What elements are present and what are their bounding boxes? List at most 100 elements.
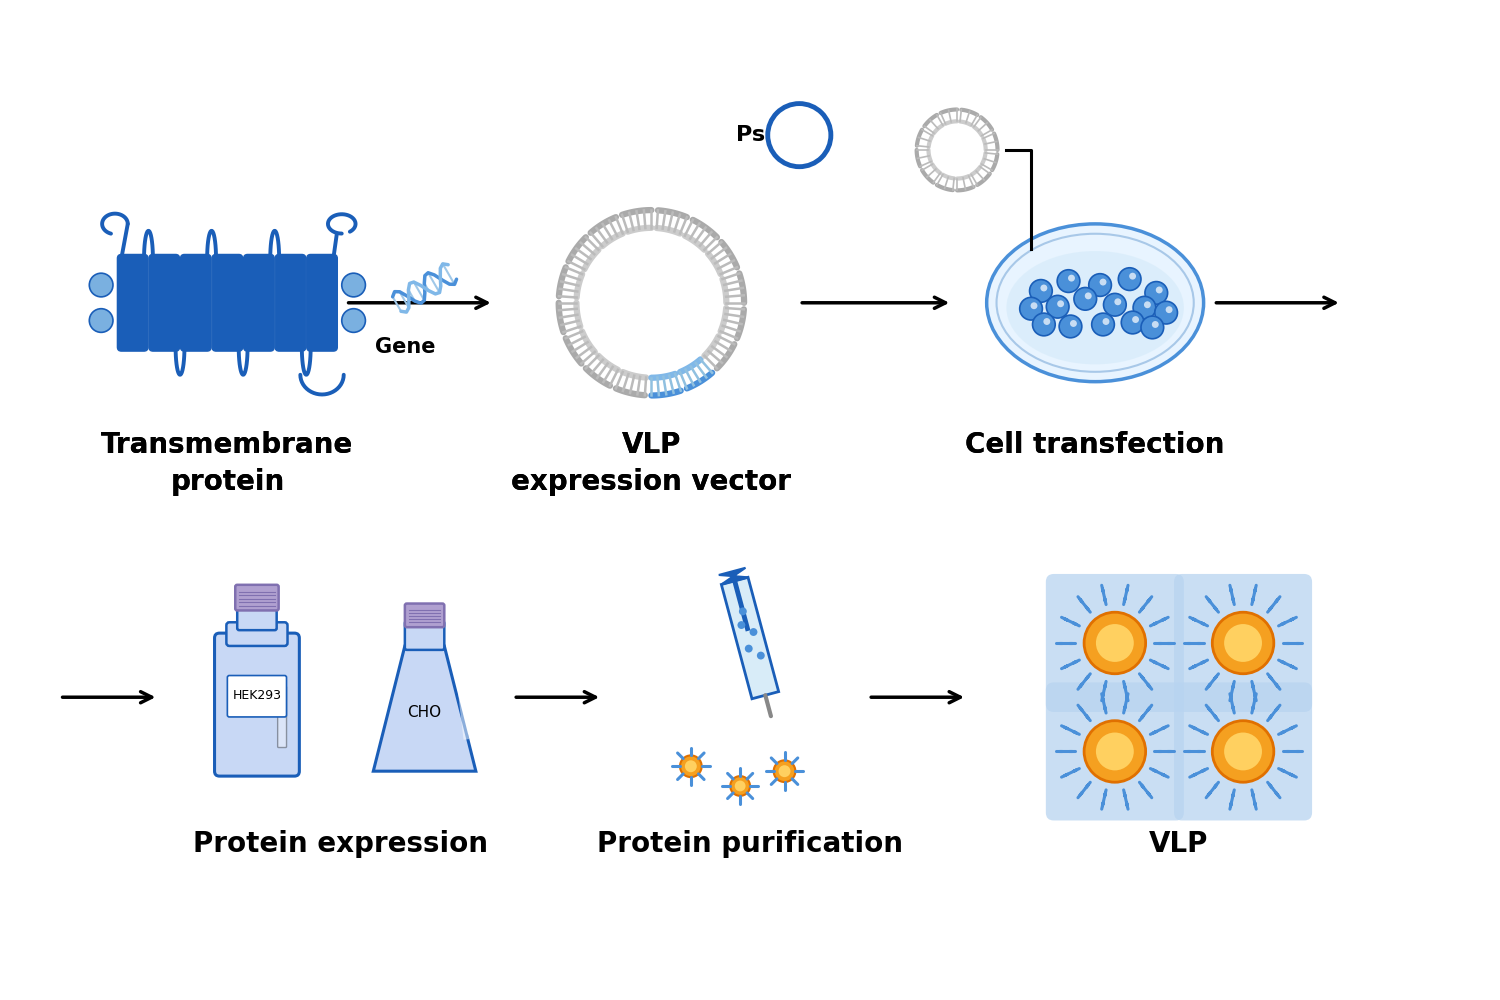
Circle shape — [216, 273, 238, 297]
Circle shape — [738, 621, 746, 629]
Polygon shape — [722, 577, 778, 699]
FancyBboxPatch shape — [214, 633, 300, 776]
Circle shape — [740, 607, 747, 615]
Circle shape — [1096, 733, 1134, 770]
Circle shape — [1114, 298, 1122, 305]
FancyBboxPatch shape — [405, 604, 444, 627]
Circle shape — [750, 628, 758, 636]
Circle shape — [778, 765, 790, 777]
Circle shape — [1156, 287, 1162, 293]
Circle shape — [122, 309, 144, 332]
Circle shape — [279, 273, 303, 297]
FancyBboxPatch shape — [236, 585, 279, 610]
Circle shape — [735, 781, 746, 791]
Circle shape — [1020, 297, 1042, 320]
FancyBboxPatch shape — [228, 676, 286, 717]
Circle shape — [1029, 280, 1051, 302]
Circle shape — [216, 309, 238, 332]
Circle shape — [1044, 318, 1050, 325]
Circle shape — [1059, 315, 1082, 338]
Text: VLP
expression vector: VLP expression vector — [512, 431, 792, 496]
Circle shape — [1152, 321, 1158, 328]
Circle shape — [1070, 320, 1077, 327]
Circle shape — [1084, 721, 1146, 782]
Text: VLP
expression vector: VLP expression vector — [512, 431, 792, 496]
Circle shape — [686, 760, 698, 772]
Circle shape — [1224, 624, 1262, 662]
Circle shape — [310, 273, 334, 297]
Circle shape — [184, 273, 207, 297]
FancyBboxPatch shape — [237, 605, 276, 630]
Circle shape — [153, 309, 176, 332]
Text: Protein expression: Protein expression — [194, 830, 489, 858]
FancyBboxPatch shape — [278, 686, 286, 748]
Ellipse shape — [1007, 251, 1184, 364]
Text: Protein purification: Protein purification — [597, 830, 903, 858]
Circle shape — [248, 309, 270, 332]
Circle shape — [1155, 301, 1178, 324]
Circle shape — [1144, 301, 1150, 308]
FancyBboxPatch shape — [274, 254, 306, 351]
FancyBboxPatch shape — [1046, 682, 1184, 820]
Circle shape — [1104, 293, 1126, 316]
Circle shape — [1144, 282, 1167, 304]
FancyBboxPatch shape — [1046, 574, 1184, 712]
Circle shape — [1132, 316, 1138, 323]
Circle shape — [1058, 270, 1080, 292]
Circle shape — [1212, 612, 1274, 674]
Circle shape — [1122, 311, 1144, 334]
Circle shape — [90, 309, 112, 332]
Circle shape — [1084, 612, 1146, 674]
Text: Cell transfection: Cell transfection — [966, 431, 1226, 459]
Circle shape — [774, 760, 795, 782]
FancyBboxPatch shape — [148, 254, 180, 351]
Polygon shape — [718, 568, 748, 584]
Circle shape — [1084, 292, 1092, 299]
Circle shape — [342, 273, 366, 297]
Circle shape — [1068, 275, 1076, 282]
FancyBboxPatch shape — [226, 622, 288, 646]
Circle shape — [1030, 302, 1038, 309]
Circle shape — [342, 309, 366, 332]
Circle shape — [1212, 721, 1274, 782]
Ellipse shape — [987, 224, 1203, 382]
FancyBboxPatch shape — [180, 254, 212, 351]
Circle shape — [1096, 624, 1134, 662]
FancyBboxPatch shape — [243, 254, 274, 351]
Circle shape — [1100, 279, 1107, 286]
Circle shape — [1032, 313, 1054, 336]
Text: VLP: VLP — [1149, 830, 1209, 858]
Circle shape — [1132, 296, 1156, 319]
Circle shape — [1102, 318, 1110, 325]
Circle shape — [680, 755, 702, 777]
Circle shape — [1166, 306, 1173, 313]
Circle shape — [1130, 273, 1136, 280]
Text: Gene: Gene — [375, 337, 435, 357]
Circle shape — [730, 776, 750, 796]
Circle shape — [279, 309, 303, 332]
Circle shape — [153, 273, 176, 297]
FancyBboxPatch shape — [1174, 574, 1312, 712]
Circle shape — [1092, 313, 1114, 336]
Circle shape — [1089, 274, 1112, 296]
Text: CHO: CHO — [408, 705, 441, 720]
Circle shape — [184, 309, 207, 332]
Circle shape — [1058, 300, 1064, 307]
Text: Transmembrane
protein: Transmembrane protein — [100, 431, 354, 496]
Circle shape — [746, 645, 753, 653]
Text: Cell transfection: Cell transfection — [966, 431, 1226, 459]
Text: Ps: Ps — [735, 125, 765, 145]
Circle shape — [1047, 295, 1070, 318]
Circle shape — [248, 273, 270, 297]
Circle shape — [1224, 733, 1262, 770]
FancyBboxPatch shape — [306, 254, 338, 351]
Circle shape — [1074, 287, 1096, 310]
Circle shape — [1119, 268, 1142, 290]
Circle shape — [1142, 316, 1164, 339]
FancyBboxPatch shape — [117, 254, 148, 351]
Circle shape — [758, 652, 765, 660]
Text: HEK293: HEK293 — [232, 689, 282, 702]
Polygon shape — [374, 646, 476, 771]
FancyBboxPatch shape — [211, 254, 243, 351]
FancyBboxPatch shape — [405, 621, 444, 650]
